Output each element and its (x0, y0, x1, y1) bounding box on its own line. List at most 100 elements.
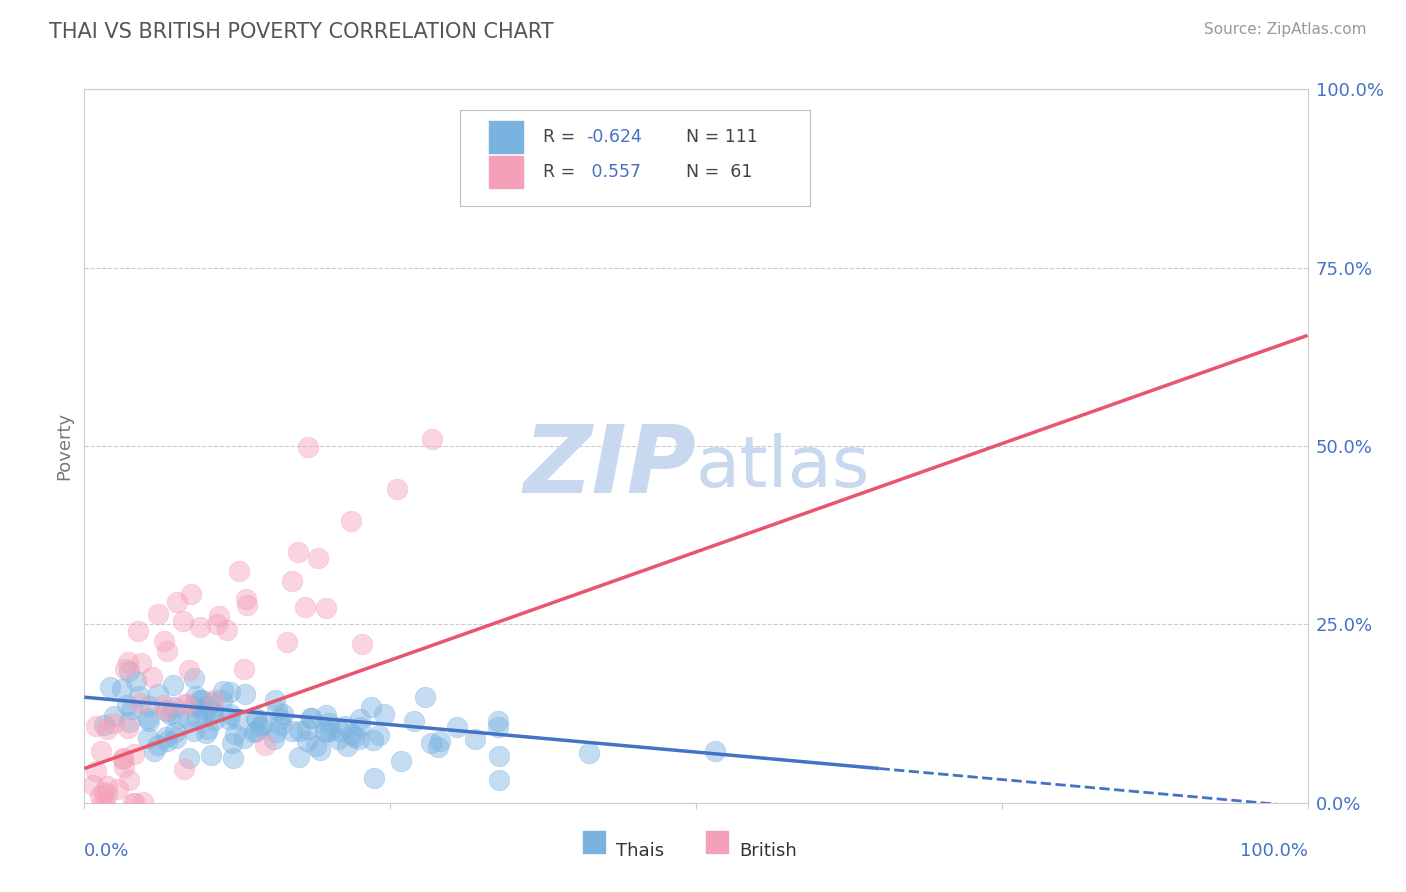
Point (218, 713, 240, 727)
Point (177, 663, 200, 677)
Text: Thais: Thais (616, 842, 665, 860)
Point (295, 734, 318, 748)
Point (246, 713, 269, 727)
Bar (583, 831, 606, 853)
Point (89, 789, 111, 803)
Point (307, 551, 329, 566)
Point (228, 564, 250, 578)
Text: British: British (738, 842, 797, 860)
Point (221, 736, 243, 750)
Point (124, 796, 146, 810)
Point (118, 715, 141, 730)
Point (117, 664, 139, 678)
Point (243, 725, 266, 739)
Point (288, 724, 311, 739)
Point (179, 712, 201, 726)
Point (117, 656, 139, 670)
Point (287, 545, 309, 559)
Point (96, 723, 118, 737)
Point (373, 706, 395, 721)
Point (118, 773, 141, 788)
Text: 0.0%: 0.0% (84, 842, 129, 860)
Point (184, 690, 207, 704)
Point (488, 772, 510, 787)
Y-axis label: Poverty: Poverty (55, 412, 73, 480)
Point (218, 684, 240, 698)
Point (200, 705, 222, 719)
Text: THAI VS BRITISH POVERTY CORRELATION CHART: THAI VS BRITISH POVERTY CORRELATION CHAR… (49, 22, 554, 42)
Point (446, 720, 468, 734)
Point (190, 692, 212, 706)
Point (429, 733, 451, 747)
Point (349, 731, 371, 746)
Point (486, 714, 509, 728)
Point (578, 746, 600, 760)
Point (96, 787, 118, 801)
Text: N = 111: N = 111 (675, 128, 758, 145)
Point (111, 681, 134, 696)
Text: atlas: atlas (696, 433, 870, 502)
Point (156, 704, 179, 718)
Point (136, 731, 159, 746)
Point (179, 751, 201, 765)
Point (340, 727, 363, 741)
Point (103, 716, 125, 731)
Point (90, 744, 112, 758)
Point (165, 725, 187, 739)
FancyBboxPatch shape (460, 110, 810, 205)
Point (200, 748, 222, 763)
Point (82, 778, 104, 792)
Point (222, 751, 245, 765)
Point (349, 720, 371, 734)
Point (415, 690, 437, 705)
Point (276, 635, 298, 649)
Point (103, 709, 125, 723)
Bar (706, 831, 728, 853)
Point (295, 722, 318, 736)
Point (233, 662, 256, 676)
Point (197, 723, 219, 737)
Point (183, 671, 205, 685)
Point (117, 721, 139, 735)
Point (94, 796, 117, 810)
Point (250, 718, 273, 732)
Point (188, 693, 211, 707)
Point (93, 717, 115, 731)
Point (488, 748, 510, 763)
Text: -0.624: -0.624 (586, 128, 641, 145)
Point (183, 723, 205, 738)
Point (264, 725, 287, 739)
Point (350, 637, 373, 651)
Point (166, 595, 188, 609)
Point (211, 693, 233, 707)
Point (269, 712, 291, 726)
Point (305, 739, 328, 753)
Point (112, 751, 135, 765)
Point (165, 731, 187, 746)
Point (132, 796, 155, 810)
Point (363, 771, 385, 785)
Text: R =: R = (543, 163, 581, 181)
Point (233, 687, 256, 701)
Point (172, 614, 194, 628)
Text: 0.557: 0.557 (586, 163, 641, 181)
Point (143, 744, 166, 758)
Point (159, 707, 181, 722)
Point (349, 712, 371, 726)
Point (315, 725, 337, 739)
Point (156, 644, 179, 658)
Text: 100.0%: 100.0% (1240, 842, 1308, 860)
Point (294, 600, 316, 615)
Point (201, 704, 224, 718)
Point (202, 713, 225, 727)
Point (368, 728, 391, 742)
Point (385, 482, 408, 496)
Point (329, 723, 352, 738)
Point (208, 608, 231, 623)
Point (138, 714, 160, 728)
Point (343, 731, 366, 745)
Point (427, 739, 450, 754)
Point (315, 600, 337, 615)
Point (98, 680, 121, 694)
Point (186, 709, 208, 723)
